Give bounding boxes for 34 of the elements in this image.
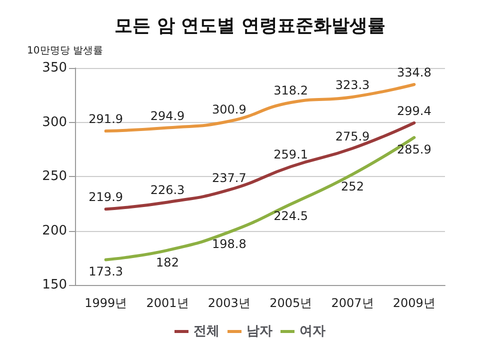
y-tick-label: 150	[42, 278, 67, 292]
y-axis-title: 10만명당 발생률	[27, 46, 103, 56]
chart-title: 모든 암 연도별 연령표준화발생률	[114, 16, 386, 36]
data-label: 291.9	[88, 112, 124, 126]
data-label: 275.9	[335, 129, 370, 144]
data-label: 294.9	[150, 108, 185, 123]
x-tick-label: 2003년	[208, 296, 250, 310]
legend-label: 전체	[194, 324, 220, 339]
y-tick-label: 300	[42, 114, 67, 130]
data-label: 173.3	[88, 264, 124, 279]
x-tick-label: 1999년	[84, 296, 128, 310]
data-label: 182	[156, 255, 179, 270]
data-label: 252	[341, 179, 364, 194]
data-label: 323.3	[335, 78, 370, 92]
data-label: 237.7	[212, 170, 246, 185]
y-tick-label: 350	[42, 60, 67, 76]
data-label: 299.4	[396, 104, 432, 118]
data-label: 285.9	[396, 142, 432, 157]
data-label: 219.9	[88, 190, 124, 204]
data-label: 334.8	[396, 65, 432, 80]
x-tick-label: 2007년	[331, 296, 374, 310]
x-tick-label: 2001년	[146, 296, 189, 310]
legend-label: 여자	[300, 324, 326, 339]
data-label: 224.5	[274, 209, 308, 224]
data-label: 226.3	[150, 183, 185, 198]
y-tick-label: 250	[42, 169, 67, 184]
x-tick-label: 2005년	[270, 296, 312, 310]
legend-label: 남자	[246, 324, 272, 339]
y-tick-label: 200	[42, 223, 67, 238]
data-label: 198.8	[212, 237, 246, 252]
data-label: 259.1	[274, 148, 308, 162]
data-label: 318.2	[274, 84, 308, 98]
data-label: 300.9	[212, 102, 246, 116]
x-tick-label: 2009년	[392, 296, 436, 310]
